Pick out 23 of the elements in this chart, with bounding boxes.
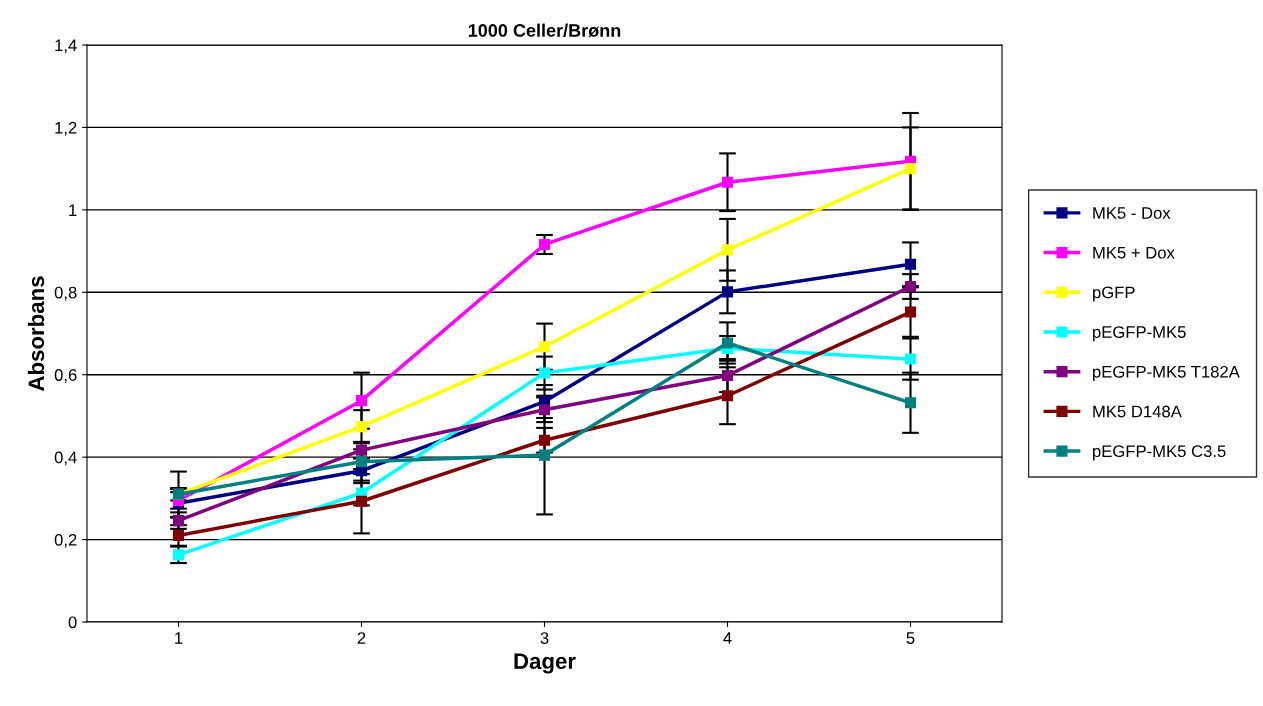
x-tick-label: 1 <box>175 632 183 644</box>
legend-label: MK5 + Dox <box>1093 246 1175 259</box>
y-tick-label: 1 <box>69 204 77 216</box>
y-tick-label: 0 <box>68 616 77 629</box>
x-tick-label: 3 <box>540 632 549 644</box>
x-tick-label: 5 <box>906 632 915 644</box>
x-tick-label: 2 <box>357 632 366 644</box>
y-tick-label: 0,8 <box>54 286 77 301</box>
legend-label: pEGFP-MK5 T182A <box>1093 365 1240 381</box>
legend-label: pEGFP-MK5 <box>1093 326 1186 342</box>
y-tick-label: 0,6 <box>54 369 77 383</box>
legend-label: pEGFP-MK5 C3.5 <box>1093 445 1226 461</box>
y-tick-label: 0,4 <box>54 451 77 466</box>
legend-label: pGFP <box>1093 286 1135 302</box>
y-axis-title: Absorbans <box>27 276 45 391</box>
y-tick-label: 1,2 <box>55 121 77 136</box>
legend-label: MK5 D148A <box>1093 405 1182 418</box>
y-tick-label: 1,4 <box>55 39 77 54</box>
y-tick-label: 0,2 <box>54 533 77 548</box>
chart-title: 1000 Celler/Brønn <box>468 23 621 38</box>
x-tick-label: 4 <box>723 632 732 644</box>
x-axis-title: Dager <box>514 653 576 674</box>
legend-label: MK5 - Dox <box>1093 207 1171 219</box>
